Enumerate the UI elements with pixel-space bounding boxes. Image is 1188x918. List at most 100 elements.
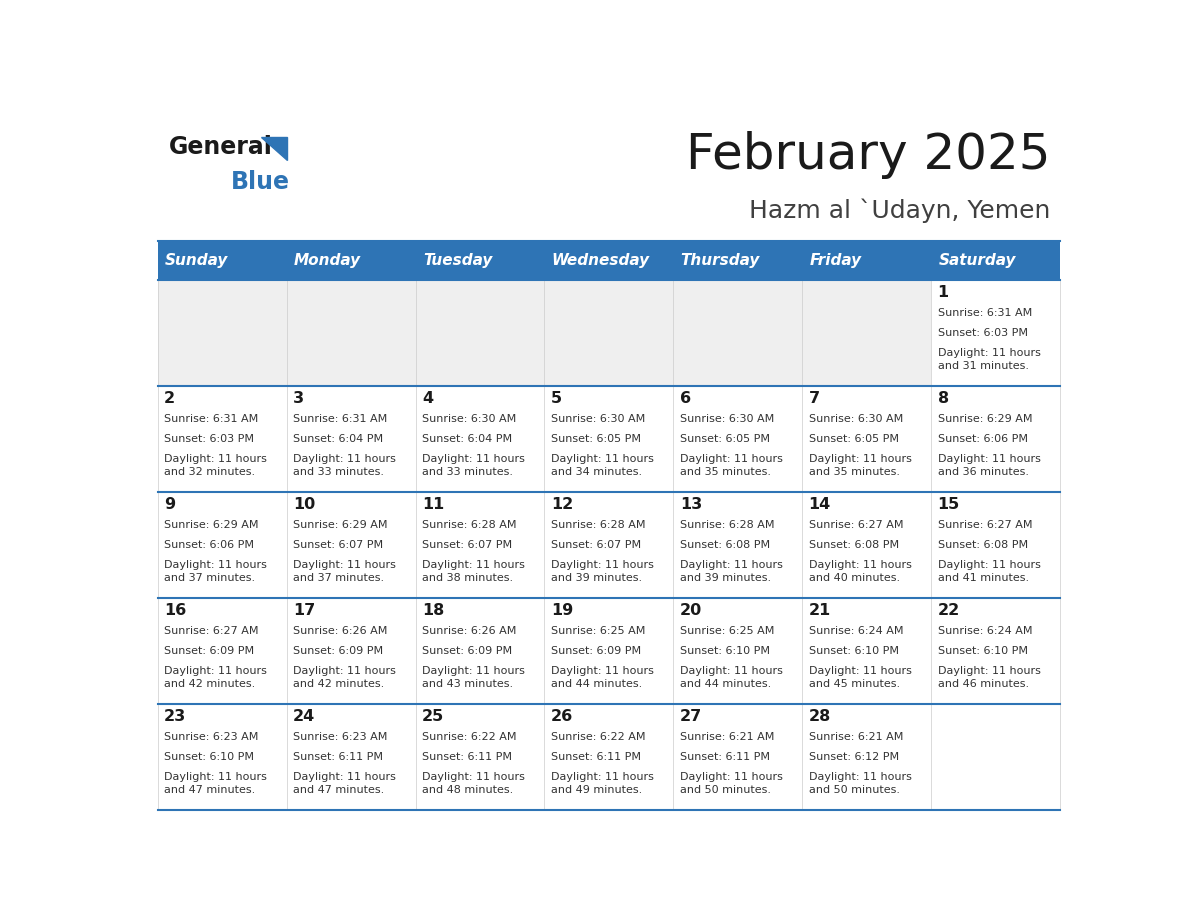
- Text: Sunset: 6:12 PM: Sunset: 6:12 PM: [809, 752, 899, 762]
- Text: 16: 16: [164, 603, 187, 618]
- FancyBboxPatch shape: [674, 598, 802, 704]
- Text: 1: 1: [937, 285, 949, 300]
- Text: Sunset: 6:03 PM: Sunset: 6:03 PM: [164, 434, 254, 444]
- Text: Daylight: 11 hours
and 42 minutes.: Daylight: 11 hours and 42 minutes.: [293, 666, 396, 688]
- Text: Sunset: 6:07 PM: Sunset: 6:07 PM: [422, 540, 512, 550]
- Text: Sunrise: 6:24 AM: Sunrise: 6:24 AM: [937, 626, 1032, 636]
- Text: Sunrise: 6:23 AM: Sunrise: 6:23 AM: [164, 733, 259, 742]
- Text: February 2025: February 2025: [687, 131, 1051, 179]
- Text: Sunrise: 6:22 AM: Sunrise: 6:22 AM: [551, 733, 645, 742]
- FancyBboxPatch shape: [931, 280, 1060, 386]
- Text: Thursday: Thursday: [681, 252, 760, 268]
- FancyBboxPatch shape: [158, 492, 286, 598]
- FancyBboxPatch shape: [544, 598, 674, 704]
- Text: Daylight: 11 hours
and 49 minutes.: Daylight: 11 hours and 49 minutes.: [551, 772, 653, 795]
- Text: Sunset: 6:09 PM: Sunset: 6:09 PM: [551, 646, 642, 656]
- FancyBboxPatch shape: [544, 241, 674, 280]
- Text: Sunset: 6:04 PM: Sunset: 6:04 PM: [422, 434, 512, 444]
- FancyBboxPatch shape: [802, 704, 931, 810]
- Text: 6: 6: [680, 391, 691, 406]
- Text: Daylight: 11 hours
and 46 minutes.: Daylight: 11 hours and 46 minutes.: [937, 666, 1041, 688]
- Text: Sunrise: 6:30 AM: Sunrise: 6:30 AM: [680, 414, 775, 424]
- FancyBboxPatch shape: [802, 241, 931, 280]
- Text: General: General: [169, 135, 272, 159]
- Text: 4: 4: [422, 391, 434, 406]
- FancyBboxPatch shape: [286, 386, 416, 492]
- Text: Daylight: 11 hours
and 48 minutes.: Daylight: 11 hours and 48 minutes.: [422, 772, 525, 795]
- Text: Daylight: 11 hours
and 36 minutes.: Daylight: 11 hours and 36 minutes.: [937, 453, 1041, 476]
- FancyBboxPatch shape: [158, 241, 286, 280]
- Text: Daylight: 11 hours
and 50 minutes.: Daylight: 11 hours and 50 minutes.: [809, 772, 911, 795]
- Text: Sunset: 6:08 PM: Sunset: 6:08 PM: [937, 540, 1028, 550]
- Text: 28: 28: [809, 709, 830, 724]
- Text: Sunset: 6:05 PM: Sunset: 6:05 PM: [680, 434, 770, 444]
- FancyBboxPatch shape: [544, 386, 674, 492]
- Polygon shape: [261, 137, 286, 160]
- FancyBboxPatch shape: [286, 598, 416, 704]
- Text: 25: 25: [422, 709, 444, 724]
- Text: Sunset: 6:09 PM: Sunset: 6:09 PM: [422, 646, 512, 656]
- Text: Daylight: 11 hours
and 40 minutes.: Daylight: 11 hours and 40 minutes.: [809, 560, 911, 583]
- FancyBboxPatch shape: [158, 598, 286, 704]
- Text: Sunset: 6:05 PM: Sunset: 6:05 PM: [809, 434, 898, 444]
- Text: Sunday: Sunday: [165, 252, 228, 268]
- Text: 11: 11: [422, 497, 444, 512]
- FancyBboxPatch shape: [416, 704, 544, 810]
- Text: 26: 26: [551, 709, 573, 724]
- Text: Daylight: 11 hours
and 39 minutes.: Daylight: 11 hours and 39 minutes.: [680, 560, 783, 583]
- Text: Sunset: 6:03 PM: Sunset: 6:03 PM: [937, 328, 1028, 338]
- Text: 8: 8: [937, 391, 949, 406]
- Text: Sunrise: 6:26 AM: Sunrise: 6:26 AM: [293, 626, 387, 636]
- FancyBboxPatch shape: [286, 241, 416, 280]
- Text: Sunset: 6:09 PM: Sunset: 6:09 PM: [293, 646, 384, 656]
- FancyBboxPatch shape: [674, 386, 802, 492]
- Text: Sunrise: 6:22 AM: Sunrise: 6:22 AM: [422, 733, 517, 742]
- Text: Hazm al `Udayn, Yemen: Hazm al `Udayn, Yemen: [750, 198, 1051, 223]
- Text: Sunrise: 6:28 AM: Sunrise: 6:28 AM: [551, 521, 645, 530]
- Text: 15: 15: [937, 497, 960, 512]
- Text: 23: 23: [164, 709, 187, 724]
- Text: Daylight: 11 hours
and 34 minutes.: Daylight: 11 hours and 34 minutes.: [551, 453, 653, 476]
- Text: Daylight: 11 hours
and 43 minutes.: Daylight: 11 hours and 43 minutes.: [422, 666, 525, 688]
- Text: Sunset: 6:11 PM: Sunset: 6:11 PM: [551, 752, 640, 762]
- Text: Sunrise: 6:29 AM: Sunrise: 6:29 AM: [937, 414, 1032, 424]
- FancyBboxPatch shape: [286, 492, 416, 598]
- FancyBboxPatch shape: [286, 704, 416, 810]
- Text: 20: 20: [680, 603, 702, 618]
- Text: Sunset: 6:06 PM: Sunset: 6:06 PM: [937, 434, 1028, 444]
- Text: Sunset: 6:11 PM: Sunset: 6:11 PM: [293, 752, 383, 762]
- FancyBboxPatch shape: [158, 280, 286, 386]
- Text: Sunrise: 6:31 AM: Sunrise: 6:31 AM: [937, 308, 1032, 318]
- Text: Daylight: 11 hours
and 31 minutes.: Daylight: 11 hours and 31 minutes.: [937, 348, 1041, 371]
- Text: 27: 27: [680, 709, 702, 724]
- Text: Sunrise: 6:21 AM: Sunrise: 6:21 AM: [809, 733, 903, 742]
- FancyBboxPatch shape: [416, 598, 544, 704]
- Text: Sunrise: 6:29 AM: Sunrise: 6:29 AM: [293, 521, 387, 530]
- Text: Sunrise: 6:26 AM: Sunrise: 6:26 AM: [422, 626, 517, 636]
- Text: Daylight: 11 hours
and 35 minutes.: Daylight: 11 hours and 35 minutes.: [680, 453, 783, 476]
- Text: Daylight: 11 hours
and 33 minutes.: Daylight: 11 hours and 33 minutes.: [422, 453, 525, 476]
- Text: Sunrise: 6:31 AM: Sunrise: 6:31 AM: [293, 414, 387, 424]
- FancyBboxPatch shape: [931, 386, 1060, 492]
- FancyBboxPatch shape: [802, 280, 931, 386]
- Text: Blue: Blue: [232, 170, 290, 195]
- Text: Daylight: 11 hours
and 38 minutes.: Daylight: 11 hours and 38 minutes.: [422, 560, 525, 583]
- Text: Tuesday: Tuesday: [423, 252, 492, 268]
- FancyBboxPatch shape: [931, 241, 1060, 280]
- Text: Sunset: 6:09 PM: Sunset: 6:09 PM: [164, 646, 254, 656]
- FancyBboxPatch shape: [802, 598, 931, 704]
- Text: 17: 17: [293, 603, 315, 618]
- FancyBboxPatch shape: [931, 598, 1060, 704]
- FancyBboxPatch shape: [931, 492, 1060, 598]
- Text: Sunrise: 6:27 AM: Sunrise: 6:27 AM: [164, 626, 259, 636]
- FancyBboxPatch shape: [802, 386, 931, 492]
- Text: Sunrise: 6:25 AM: Sunrise: 6:25 AM: [680, 626, 775, 636]
- FancyBboxPatch shape: [158, 704, 286, 810]
- Text: Daylight: 11 hours
and 41 minutes.: Daylight: 11 hours and 41 minutes.: [937, 560, 1041, 583]
- FancyBboxPatch shape: [544, 280, 674, 386]
- Text: Daylight: 11 hours
and 33 minutes.: Daylight: 11 hours and 33 minutes.: [293, 453, 396, 476]
- Text: Daylight: 11 hours
and 47 minutes.: Daylight: 11 hours and 47 minutes.: [293, 772, 396, 795]
- FancyBboxPatch shape: [416, 280, 544, 386]
- FancyBboxPatch shape: [416, 492, 544, 598]
- Text: Sunset: 6:07 PM: Sunset: 6:07 PM: [551, 540, 642, 550]
